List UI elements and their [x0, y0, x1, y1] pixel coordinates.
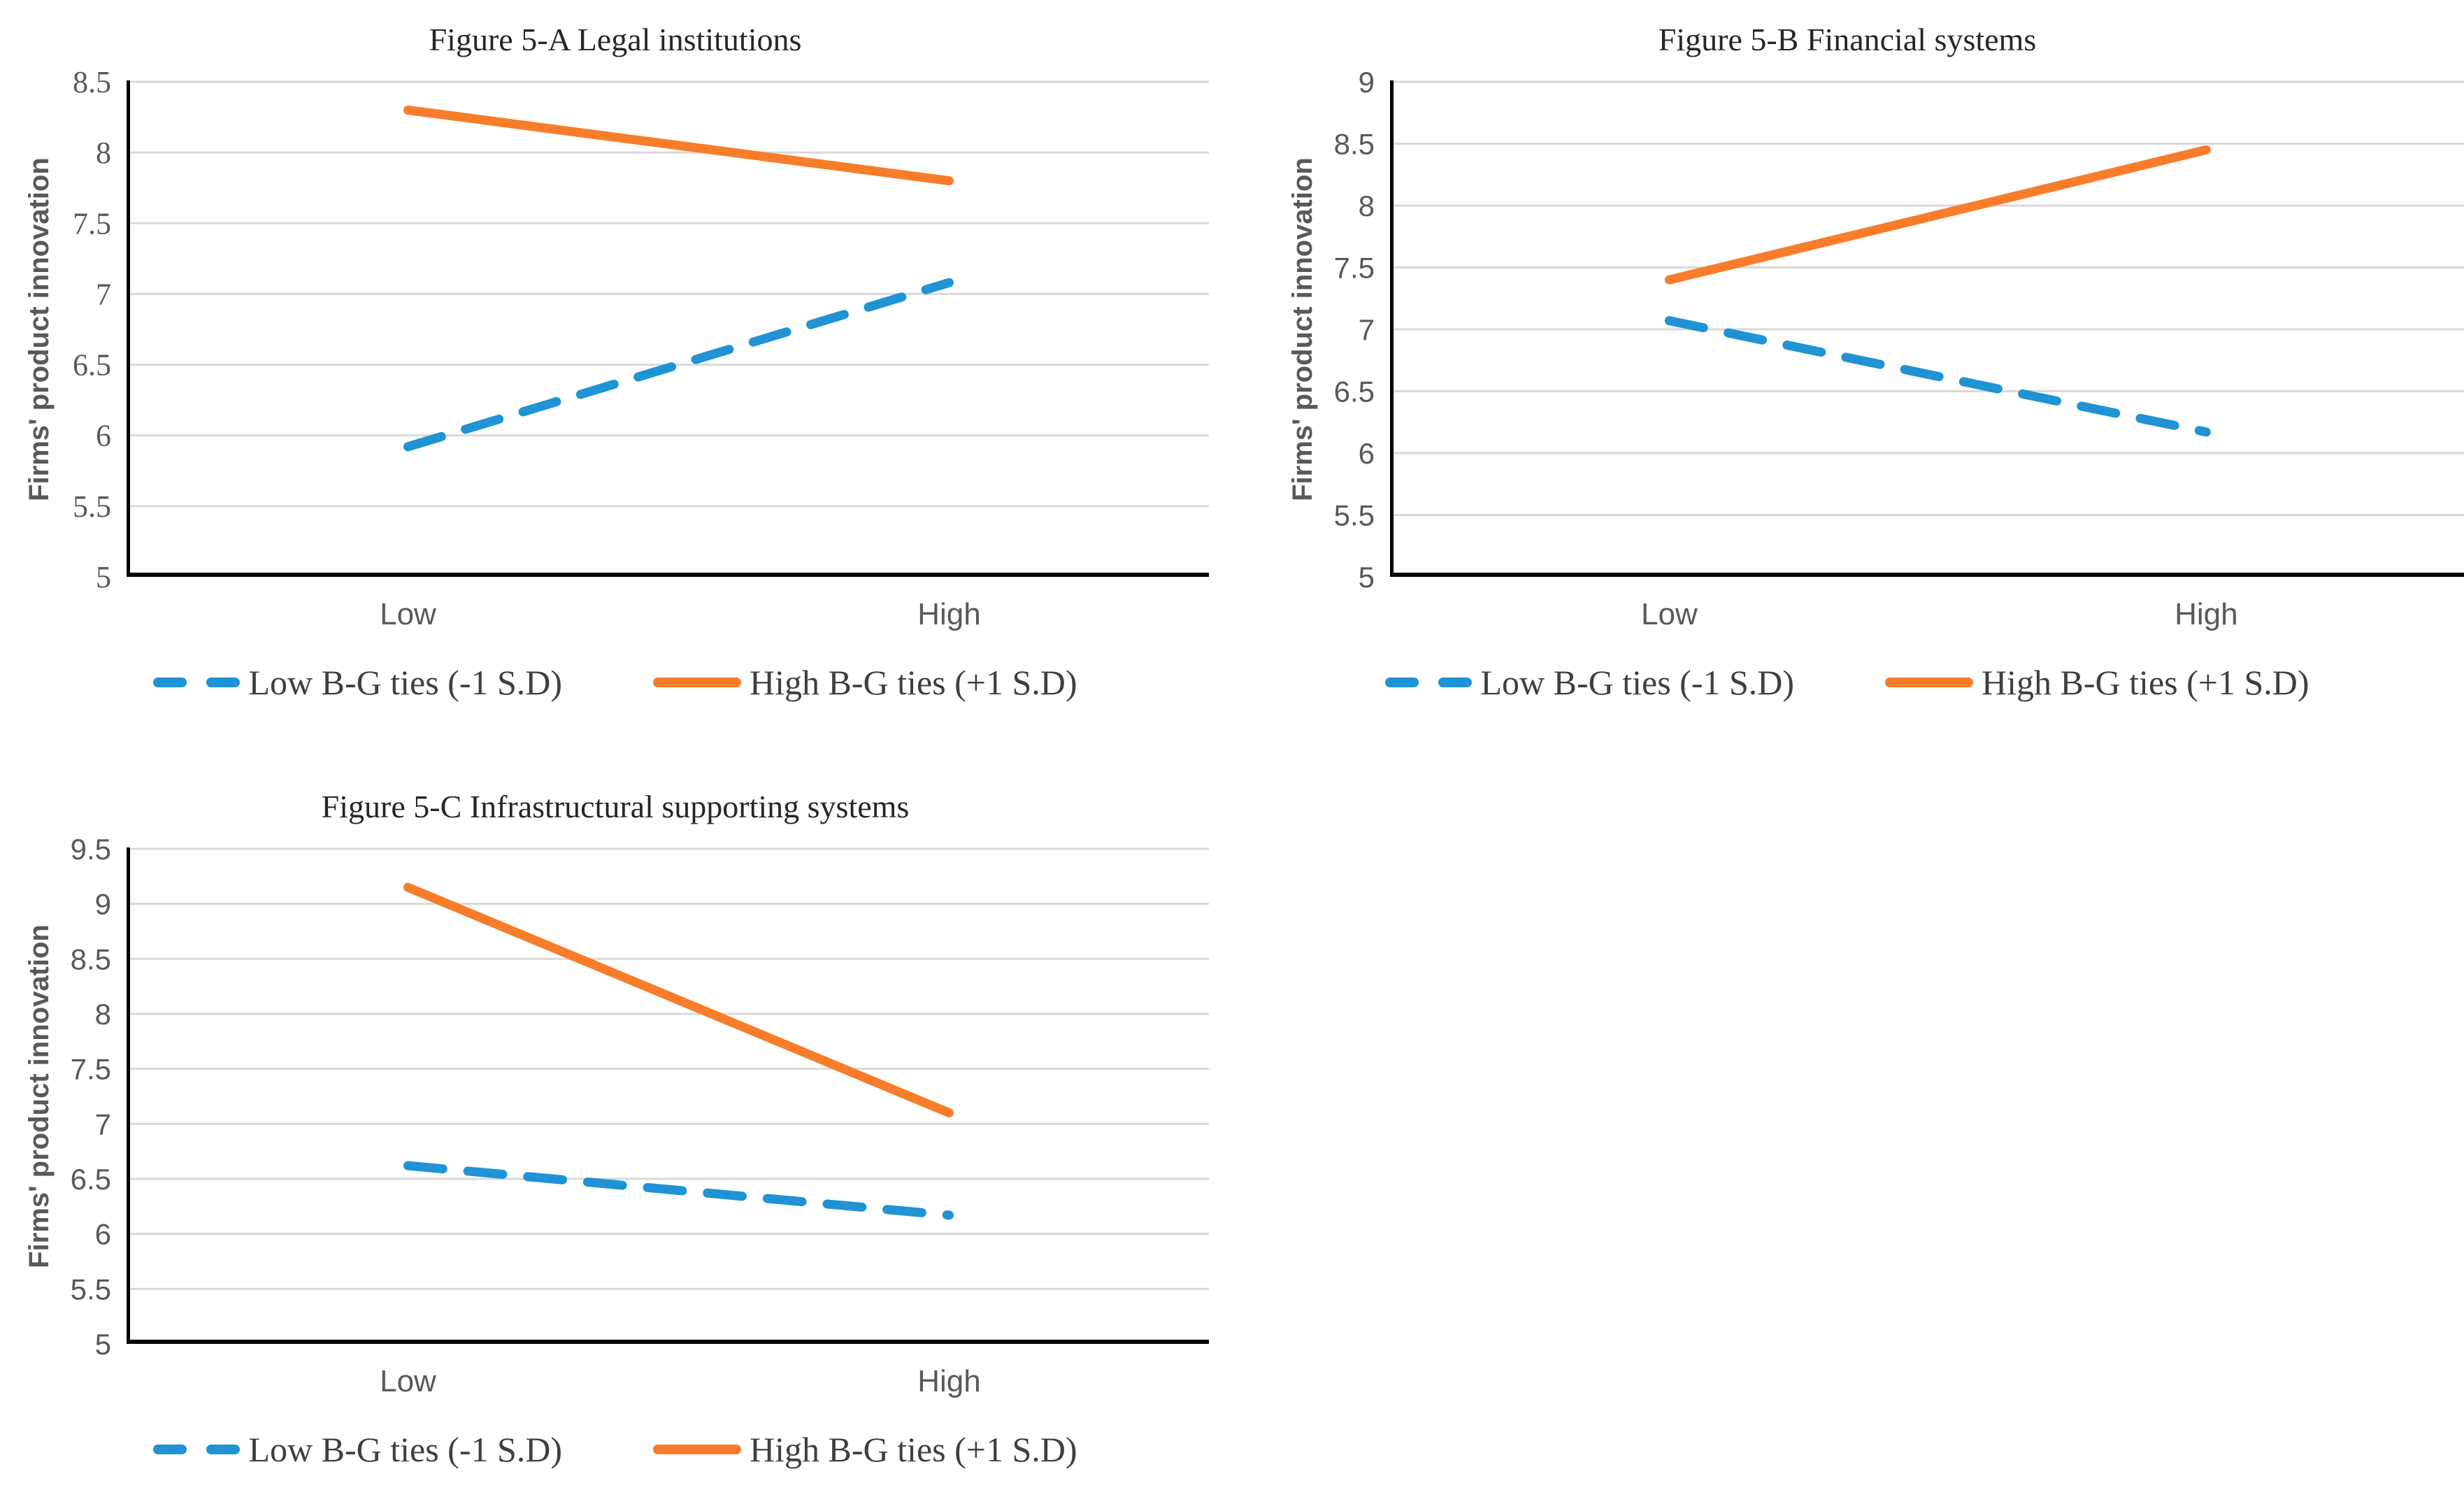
dashed-line-marker [153, 1445, 241, 1454]
plot-svg-5c: 5 5.5 6 6.5 7 7.5 8 8.5 9 9.5 Low High Firms' produc… [24, 833, 1209, 1398]
chart-title-5a: Figure 5-A Legal institutions [429, 22, 802, 57]
solid-line-marker [653, 678, 742, 687]
svg-text:5.5: 5.5 [71, 1273, 111, 1305]
empty-region [1231, 745, 2464, 1487]
svg-text:Low: Low [1641, 597, 1698, 631]
legend-item-high-ties: High B-G ties (+1 S.D) [653, 662, 1077, 703]
svg-text:7: 7 [96, 277, 111, 311]
svg-text:7.5: 7.5 [73, 206, 111, 241]
plot-svg-5b: 5 5.5 6 6.5 7 7.5 8 8.5 9 Low High Firms' product i… [1287, 66, 2464, 631]
dash-segment [1438, 678, 1473, 687]
solid-line-marker [1885, 678, 1974, 687]
legend-label-low-ties: Low B-G ties (-1 S.D) [248, 1430, 563, 1469]
svg-text:High: High [917, 1364, 981, 1398]
svg-text:5: 5 [1359, 561, 1375, 594]
dash-segment [206, 1445, 241, 1454]
svg-text:Low: Low [380, 597, 436, 631]
solid-segment [1885, 678, 1974, 687]
svg-text:6: 6 [95, 1218, 111, 1251]
solid-segment [653, 678, 742, 687]
legend-label-high-ties: High B-G ties (+1 S.D) [750, 663, 1077, 702]
svg-text:5.5: 5.5 [73, 489, 111, 524]
legend-label-low-ties: Low B-G ties (-1 S.D) [1480, 663, 1795, 702]
legend-label-low-ties: Low B-G ties (-1 S.D) [248, 663, 563, 702]
svg-text:Firms' product innovation: Firms' product innovation [24, 924, 55, 1268]
dash-segment [153, 1445, 187, 1454]
legend-item-high-ties: High B-G ties (+1 S.D) [1885, 662, 2309, 703]
svg-text:8: 8 [1359, 189, 1375, 222]
svg-text:6: 6 [1359, 437, 1375, 470]
solid-line-marker [653, 1445, 742, 1454]
svg-text:6.5: 6.5 [73, 348, 111, 382]
chart-title-5c: Figure 5-C Infrastructural supporting sy… [321, 789, 910, 824]
legend-5a: Low B-G ties (-1 S.D) High B-G ties (+1 … [153, 662, 1077, 703]
plot-svg-5a: 5 5.5 6 6.5 7 7.5 8 8.5 Low High Firms' product in… [24, 66, 1209, 631]
svg-text:9: 9 [95, 888, 111, 921]
legend-label-high-ties: High B-G ties (+1 S.D) [1982, 663, 2309, 702]
svg-text:8: 8 [95, 998, 111, 1031]
svg-text:Firms' product innovation: Firms' product innovation [1287, 157, 1318, 501]
svg-text:8.5: 8.5 [73, 66, 111, 99]
svg-text:9: 9 [1359, 66, 1375, 99]
svg-text:8.5: 8.5 [71, 943, 111, 975]
plot-area-5b: 5 5.5 6 6.5 7 7.5 8 8.5 9 Low High Firms' product i… [1231, 66, 2464, 647]
svg-text:Firms' product innovation: Firms' product innovation [24, 157, 55, 501]
chart-figure-5c: Figure 5-C Infrastructural supporting sy… [0, 745, 1231, 1487]
legend-item-low-ties: Low B-G ties (-1 S.D) [153, 1429, 562, 1470]
plot-area-5c: 5 5.5 6 6.5 7 7.5 8 8.5 9 9.5 Low High Firms' produc… [22, 833, 1209, 1414]
svg-text:5: 5 [95, 1328, 111, 1361]
dashed-line-marker [153, 678, 241, 687]
chart-figure-5b: Figure 5-B Financial systems 5 5.5 6 6.5 7 7.… [1231, 0, 2464, 745]
svg-text:High: High [917, 597, 981, 631]
svg-text:6: 6 [96, 419, 111, 453]
svg-text:5: 5 [96, 560, 111, 594]
svg-text:7.5: 7.5 [71, 1053, 111, 1086]
dash-segment [153, 678, 187, 687]
svg-text:6.5: 6.5 [71, 1163, 111, 1196]
svg-text:5.5: 5.5 [1334, 499, 1375, 532]
legend-item-low-ties: Low B-G ties (-1 S.D) [153, 662, 562, 703]
svg-text:7.5: 7.5 [1334, 252, 1375, 285]
svg-text:8.5: 8.5 [1334, 128, 1375, 161]
chart-title-5b: Figure 5-B Financial systems [1658, 22, 2037, 57]
legend-label-high-ties: High B-G ties (+1 S.D) [750, 1430, 1077, 1469]
dashed-line-marker [1385, 678, 1473, 687]
svg-text:Low: Low [380, 1364, 436, 1398]
legend-item-high-ties: High B-G ties (+1 S.D) [653, 1429, 1077, 1470]
chart-figure-5a: Figure 5-A Legal institutions 5 5.5 6 6.5 7 7… [0, 0, 1231, 745]
legend-5b: Low B-G ties (-1 S.D) High B-G ties (+1 … [1385, 662, 2309, 703]
svg-text:9.5: 9.5 [71, 833, 111, 866]
dash-segment [206, 678, 241, 687]
svg-text:7: 7 [95, 1108, 111, 1140]
svg-text:High: High [2175, 597, 2238, 631]
svg-text:8: 8 [96, 136, 111, 170]
solid-segment [653, 1445, 742, 1454]
plot-area-5a: 5 5.5 6 6.5 7 7.5 8 8.5 Low High Firms' product in… [22, 66, 1209, 647]
dash-segment [1385, 678, 1419, 687]
svg-text:6.5: 6.5 [1334, 375, 1375, 408]
legend-5c: Low B-G ties (-1 S.D) High B-G ties (+1 … [153, 1429, 1077, 1470]
svg-text:7: 7 [1359, 313, 1375, 346]
legend-item-low-ties: Low B-G ties (-1 S.D) [1385, 662, 1794, 703]
